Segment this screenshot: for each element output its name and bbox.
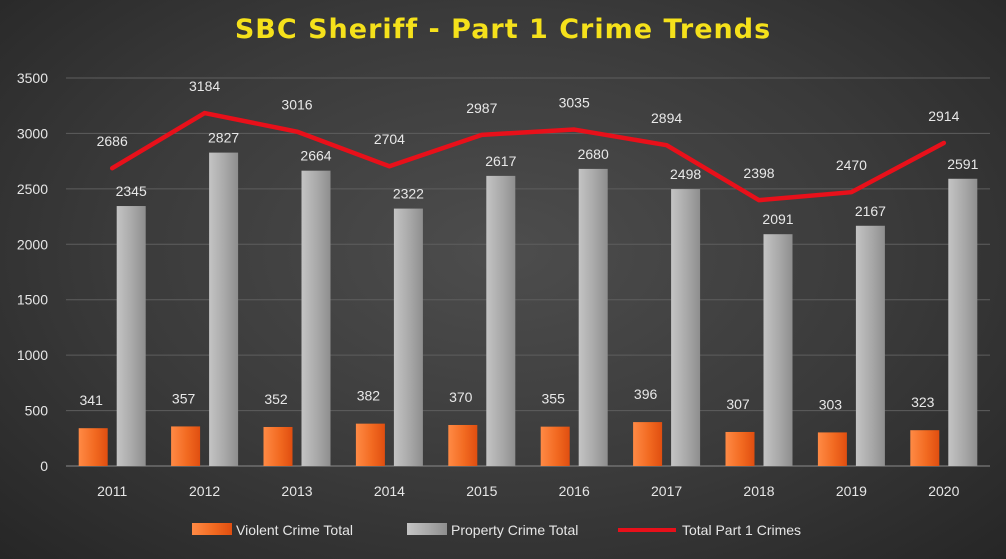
- data-labels: 341 2345 357 2827 352 2664 382 2322 370 2617 355 26…: [80, 78, 979, 412]
- violent-crime-data-label: 341: [80, 392, 104, 408]
- x-tick-label: 2018: [743, 483, 774, 499]
- violent-crime-bar: [78, 428, 108, 466]
- property-crime-data-label: 2498: [670, 166, 701, 182]
- y-tick-label: 500: [25, 403, 49, 419]
- legend-violent-crime-label: Violent Crime Total: [236, 522, 353, 538]
- property-crime-bar: [671, 189, 701, 466]
- violent-crime-bar: [355, 423, 385, 466]
- x-tick-label: 2017: [651, 483, 682, 499]
- violent-crime-data-label: 382: [357, 388, 381, 404]
- x-tick-label: 2013: [281, 483, 312, 499]
- y-tick-label: 1000: [17, 347, 48, 363]
- violent-crime-data-label: 307: [726, 396, 750, 412]
- x-tick-label: 2014: [374, 483, 405, 499]
- total-part-1-crimes-data-label: 2894: [651, 110, 682, 126]
- property-crime-bar: [763, 234, 793, 466]
- property-crime-data-label: 2664: [300, 148, 331, 164]
- y-tick-label: 2000: [17, 236, 48, 252]
- property-crime-data-label: 2680: [578, 146, 609, 162]
- legend: Violent Crime Total Property Crime Total T…: [192, 522, 801, 538]
- gridlines: [66, 77, 990, 412]
- y-tick-label: 2500: [17, 181, 48, 197]
- y-tick-label: 3500: [17, 70, 48, 86]
- x-tick-label: 2015: [466, 483, 497, 499]
- total-part-1-crimes-data-label: 3016: [281, 97, 312, 113]
- total-part-1-crimes-data-label: 2686: [97, 133, 128, 149]
- violent-crime-data-label: 357: [172, 390, 196, 406]
- violent-crime-bar: [725, 431, 755, 466]
- violent-crime-bar: [171, 426, 201, 466]
- property-crime-bar: [116, 206, 146, 467]
- property-crime-data-label: 2345: [116, 183, 147, 199]
- total-part-1-crimes-data-label: 2398: [743, 165, 774, 181]
- y-tick-label: 0: [40, 458, 48, 474]
- x-tick-label: 2011: [97, 483, 127, 499]
- legend-total-part-1-crimes-label: Total Part 1 Crimes: [682, 522, 801, 538]
- property-crime-bar: [855, 225, 885, 466]
- violent-crime-bar: [263, 426, 293, 466]
- violent-crime-bar: [540, 426, 570, 466]
- y-tick-label: 3000: [17, 125, 48, 141]
- property-crime-bar: [948, 178, 978, 466]
- violent-crime-bar: [448, 424, 478, 466]
- chart-title: SBC Sheriff - Part 1 Crime Trends: [234, 14, 772, 45]
- violent-crime-data-label: 396: [634, 386, 658, 402]
- violent-crime-bar: [817, 432, 847, 466]
- violent-crime-data-label: 303: [819, 396, 843, 412]
- property-crime-data-label: 2322: [393, 186, 424, 202]
- x-tick-label: 2012: [189, 483, 220, 499]
- total-part-1-crimes-data-label: 2470: [836, 157, 867, 173]
- violent-crime-bar: [633, 422, 663, 466]
- total-part-1-crimes-line: [109, 110, 947, 203]
- violent-crime-bar: [910, 430, 940, 466]
- legend-property-crime-label: Property Crime Total: [451, 522, 578, 538]
- legend-violent-crime-swatch: [192, 523, 232, 535]
- property-crime-bar: [301, 170, 331, 466]
- property-crime-data-label: 2591: [947, 156, 978, 172]
- violent-crime-data-label: 352: [264, 391, 288, 407]
- property-crime-bar: [209, 152, 239, 466]
- x-tick-label: 2016: [559, 483, 590, 499]
- violent-crime-data-label: 355: [542, 391, 566, 407]
- x-tick-label: 2020: [928, 483, 959, 499]
- violent-crime-data-label: 370: [449, 389, 473, 405]
- property-crime-data-label: 2827: [208, 130, 239, 146]
- total-line: [109, 110, 947, 203]
- total-part-1-crimes-data-label: 3035: [559, 95, 590, 111]
- property-crime-data-label: 2091: [762, 211, 793, 227]
- property-crime-bar: [486, 175, 516, 467]
- x-tick-label: 2019: [836, 483, 867, 499]
- total-part-1-crimes-data-label: 3184: [189, 78, 220, 94]
- total-part-1-crimes-data-label: 2704: [374, 131, 405, 147]
- legend-property-crime-swatch: [407, 523, 447, 535]
- total-part-1-crimes-data-label: 2987: [466, 100, 497, 116]
- property-crime-data-label: 2167: [855, 203, 886, 219]
- property-crime-data-label: 2617: [485, 153, 516, 169]
- bars: [78, 152, 978, 467]
- property-crime-bar: [578, 168, 608, 466]
- y-tick-label: 1500: [17, 292, 48, 308]
- property-crime-bar: [393, 208, 423, 466]
- violent-crime-data-label: 323: [911, 394, 935, 410]
- total-part-1-crimes-data-label: 2914: [928, 108, 959, 124]
